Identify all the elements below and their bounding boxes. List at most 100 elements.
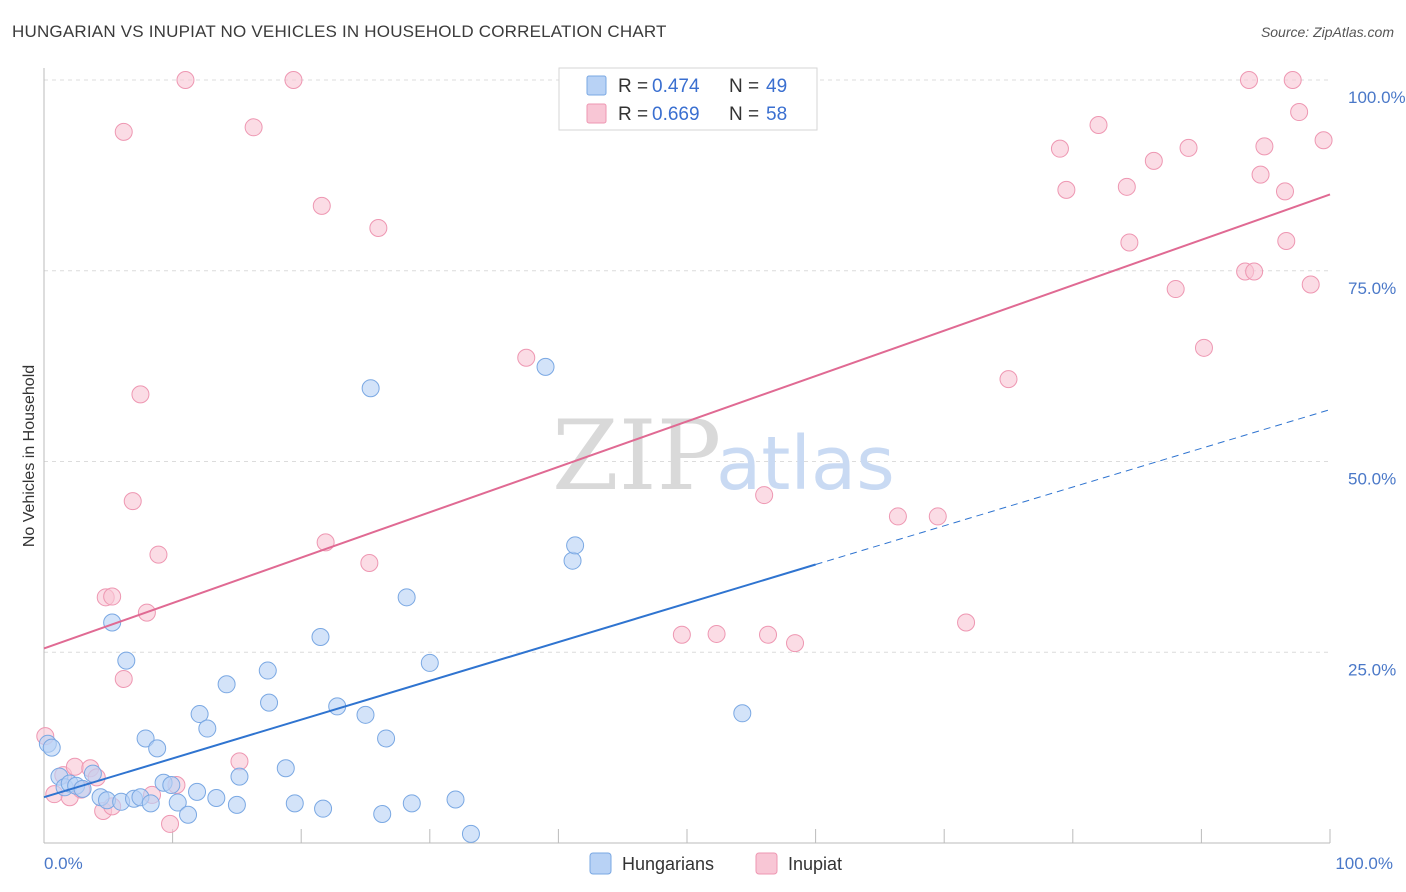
trend-lines — [43, 193, 1331, 799]
inupiat-point-12 — [114, 669, 133, 688]
inupiat-point-46 — [1179, 138, 1198, 157]
hungarian-trend-extension — [815, 409, 1331, 565]
inupiat-point-31 — [707, 624, 726, 643]
hungarian-point-46 — [563, 551, 582, 570]
inupiat-point-23 — [244, 118, 263, 137]
hungarian-point-17 — [148, 739, 167, 758]
inupiat-point-30 — [672, 625, 691, 644]
hungarian-point-32 — [285, 794, 304, 813]
hungarian-point-25 — [207, 788, 226, 807]
hungarian-points — [38, 357, 752, 843]
y-tick-label-25: 25.0% — [1348, 660, 1396, 679]
hungarian-point-42 — [420, 653, 439, 672]
inupiat-point-56 — [1290, 103, 1309, 122]
hungarian-point-44 — [461, 824, 480, 843]
stats-n-value-inupiat: 58 — [766, 104, 787, 125]
inupiat-point-22 — [230, 752, 249, 771]
hungarian-point-30 — [260, 693, 279, 712]
inupiat-point-49 — [1239, 71, 1258, 89]
inupiat-point-50 — [1245, 262, 1264, 281]
y-axis-title: No Vehicles in Household — [21, 365, 38, 547]
stats-r-label-hungarians: R = — [618, 76, 648, 97]
hungarian-trend-line — [43, 563, 816, 799]
hungarian-point-28 — [230, 767, 249, 786]
inupiat-point-44 — [1144, 151, 1163, 170]
watermark-atlas: atlas — [716, 421, 895, 507]
hungarian-point-41 — [402, 794, 421, 813]
stats-r-label-inupiat: R = — [618, 104, 648, 125]
hungarian-point-36 — [356, 705, 375, 724]
inupiat-point-43 — [1120, 233, 1139, 252]
hungarian-point-21 — [179, 805, 198, 824]
inupiat-point-45 — [1166, 280, 1185, 299]
hungarian-point-1 — [42, 738, 61, 757]
inupiat-point-32 — [755, 486, 774, 505]
inupiat-point-25 — [312, 196, 331, 215]
hungarian-point-19 — [162, 776, 181, 795]
legend-swatch-hungarians — [589, 852, 612, 875]
hungarian-point-37 — [361, 379, 380, 398]
hungarian-point-47 — [566, 536, 585, 555]
x-tick-label-max: 100.0% — [1335, 854, 1393, 873]
inupiat-point-27 — [360, 553, 379, 572]
hungarian-point-39 — [377, 729, 396, 748]
x-axis-ticks — [172, 829, 1331, 843]
hungarian-point-15 — [136, 729, 155, 748]
hungarian-point-20 — [168, 793, 187, 812]
hungarian-point-45 — [536, 357, 555, 376]
inupiat-point-41 — [1089, 116, 1108, 135]
y-tick-label-50: 50.0% — [1348, 470, 1396, 489]
y-tick-label-75: 75.0% — [1348, 279, 1396, 298]
hungarian-point-33 — [311, 627, 330, 646]
hungarian-point-22 — [188, 782, 207, 801]
stats-legend-swatch-hungarians — [586, 75, 607, 96]
hungarian-point-38 — [373, 805, 392, 824]
inupiat-point-13 — [114, 122, 133, 141]
hungarian-point-26 — [217, 675, 236, 694]
hungarian-point-29 — [258, 661, 277, 680]
inupiat-point-14 — [123, 492, 142, 511]
inupiat-point-33 — [759, 625, 778, 644]
inupiat-point-15 — [131, 385, 150, 404]
legend-label-inupiat: Inupiat — [788, 854, 842, 874]
legend-swatch-inupiat — [755, 852, 778, 875]
hungarian-point-27 — [227, 795, 246, 814]
inupiat-point-52 — [1255, 137, 1274, 156]
inupiat-point-19 — [161, 814, 180, 833]
legend-label-hungarians: Hungarians — [622, 854, 714, 874]
hungarian-point-12 — [117, 651, 136, 670]
chart-source: Source: ZipAtlas.com — [1260, 24, 1394, 40]
watermark: ZIP atlas — [552, 400, 895, 512]
inupiat-point-38 — [999, 370, 1018, 389]
stats-n-label-inupiat: N = — [729, 104, 759, 125]
watermark-zip: ZIP — [552, 400, 721, 512]
inupiat-point-34 — [786, 634, 805, 653]
inupiat-point-28 — [369, 219, 388, 238]
inupiat-point-24 — [284, 71, 303, 89]
gridlines — [44, 79, 1330, 653]
stats-n-label-hungarians: N = — [729, 76, 759, 97]
hungarian-point-31 — [276, 759, 295, 778]
inupiat-point-54 — [1277, 231, 1296, 250]
inupiat-point-21 — [176, 71, 195, 89]
stats-legend-swatch-inupiat — [586, 103, 607, 124]
stats-legend: R = 0.474 N = 49 R = 0.669 N = 58 — [558, 67, 818, 131]
x-tick-label-min: 0.0% — [44, 854, 83, 873]
inupiat-point-35 — [888, 507, 907, 526]
chart-title: HUNGARIAN VS INUPIAT NO VEHICLES IN HOUS… — [12, 22, 667, 41]
inupiat-point-18 — [149, 545, 168, 564]
inupiat-point-55 — [1283, 71, 1302, 89]
y-tick-label-100: 100.0% — [1348, 88, 1406, 107]
inupiat-point-57 — [1301, 275, 1320, 294]
inupiat-point-29 — [517, 348, 536, 367]
inupiat-point-37 — [957, 613, 976, 632]
inupiat-point-53 — [1275, 182, 1294, 201]
series-legend: Hungarians Inupiat — [589, 852, 842, 875]
inupiat-point-36 — [928, 507, 947, 526]
stats-n-value-hungarians: 49 — [766, 76, 787, 97]
inupiat-point-58 — [1314, 131, 1333, 150]
hungarian-point-7 — [83, 764, 102, 783]
hungarian-point-48 — [733, 704, 752, 723]
hungarian-point-23 — [190, 705, 209, 724]
